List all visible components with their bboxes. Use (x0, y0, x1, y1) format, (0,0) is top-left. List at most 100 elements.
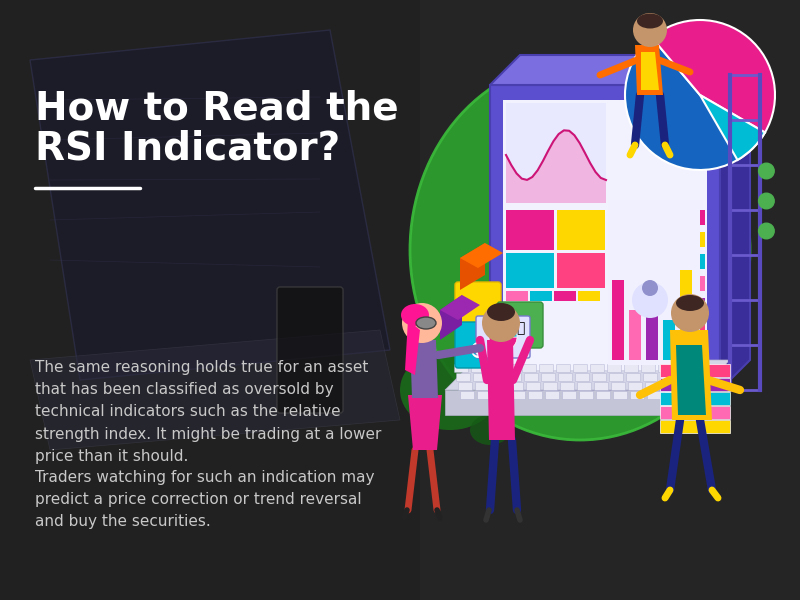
Polygon shape (405, 320, 420, 375)
FancyBboxPatch shape (506, 364, 519, 373)
Circle shape (758, 223, 774, 239)
Wedge shape (490, 323, 517, 337)
Polygon shape (670, 330, 712, 420)
FancyBboxPatch shape (700, 232, 705, 247)
FancyBboxPatch shape (490, 373, 505, 382)
FancyBboxPatch shape (590, 364, 605, 373)
Polygon shape (445, 360, 730, 390)
FancyBboxPatch shape (458, 383, 473, 391)
FancyBboxPatch shape (506, 210, 554, 250)
Polygon shape (635, 45, 663, 95)
FancyBboxPatch shape (557, 253, 605, 288)
Text: The same reasoning holds true for an asset
that has been classified as oversold : The same reasoning holds true for an ass… (35, 360, 382, 464)
FancyBboxPatch shape (478, 391, 491, 400)
FancyBboxPatch shape (660, 392, 730, 405)
FancyBboxPatch shape (610, 373, 623, 382)
FancyBboxPatch shape (660, 364, 730, 377)
FancyBboxPatch shape (530, 291, 552, 301)
FancyBboxPatch shape (658, 364, 673, 373)
FancyBboxPatch shape (454, 364, 469, 373)
FancyBboxPatch shape (679, 383, 694, 391)
Wedge shape (652, 20, 775, 133)
FancyBboxPatch shape (497, 302, 543, 348)
FancyBboxPatch shape (475, 383, 490, 391)
FancyBboxPatch shape (682, 391, 695, 400)
FancyBboxPatch shape (277, 287, 343, 413)
Ellipse shape (401, 304, 429, 326)
Circle shape (758, 193, 774, 209)
FancyBboxPatch shape (660, 420, 730, 433)
FancyBboxPatch shape (608, 200, 703, 365)
FancyBboxPatch shape (457, 373, 470, 382)
FancyBboxPatch shape (646, 295, 658, 360)
Polygon shape (30, 30, 390, 380)
Wedge shape (489, 332, 517, 351)
FancyBboxPatch shape (506, 291, 528, 301)
FancyBboxPatch shape (665, 391, 678, 400)
FancyBboxPatch shape (643, 373, 658, 382)
FancyBboxPatch shape (578, 383, 591, 391)
FancyBboxPatch shape (680, 270, 692, 360)
FancyBboxPatch shape (529, 391, 542, 400)
Polygon shape (460, 243, 503, 268)
Ellipse shape (487, 303, 515, 321)
Ellipse shape (637, 13, 663, 28)
Polygon shape (460, 243, 485, 290)
FancyBboxPatch shape (597, 391, 610, 400)
FancyBboxPatch shape (660, 378, 730, 391)
Polygon shape (440, 295, 462, 340)
FancyBboxPatch shape (489, 364, 502, 373)
FancyBboxPatch shape (561, 383, 574, 391)
FancyBboxPatch shape (471, 364, 486, 373)
Circle shape (402, 303, 442, 343)
Polygon shape (641, 52, 659, 90)
Text: How to Read the: How to Read the (35, 90, 398, 128)
FancyBboxPatch shape (629, 310, 641, 360)
Circle shape (482, 304, 520, 342)
FancyBboxPatch shape (493, 383, 506, 391)
FancyBboxPatch shape (562, 391, 577, 400)
Polygon shape (408, 395, 442, 450)
Text: 📍: 📍 (516, 321, 524, 335)
FancyBboxPatch shape (630, 391, 645, 400)
Ellipse shape (676, 295, 704, 311)
Circle shape (671, 294, 709, 332)
FancyBboxPatch shape (510, 383, 523, 391)
FancyBboxPatch shape (461, 391, 474, 400)
FancyBboxPatch shape (612, 280, 624, 360)
FancyBboxPatch shape (525, 373, 538, 382)
Ellipse shape (416, 317, 436, 329)
Polygon shape (503, 100, 707, 370)
FancyBboxPatch shape (575, 373, 590, 382)
FancyBboxPatch shape (663, 320, 675, 360)
Circle shape (642, 280, 658, 296)
FancyBboxPatch shape (474, 373, 487, 382)
FancyBboxPatch shape (522, 364, 537, 373)
Polygon shape (445, 390, 700, 415)
FancyBboxPatch shape (546, 391, 559, 400)
FancyBboxPatch shape (476, 316, 530, 358)
Ellipse shape (470, 415, 510, 445)
FancyBboxPatch shape (594, 383, 609, 391)
FancyBboxPatch shape (526, 383, 541, 391)
Text: Traders watching for such an indication may
predict a price correction or trend : Traders watching for such an indication … (35, 470, 374, 529)
FancyBboxPatch shape (507, 373, 522, 382)
Polygon shape (676, 345, 706, 415)
FancyBboxPatch shape (661, 373, 674, 382)
FancyBboxPatch shape (607, 364, 622, 373)
Circle shape (633, 13, 667, 47)
Polygon shape (487, 340, 515, 440)
FancyBboxPatch shape (558, 373, 573, 382)
Polygon shape (720, 55, 750, 390)
FancyBboxPatch shape (539, 364, 554, 373)
FancyBboxPatch shape (660, 406, 730, 419)
Text: @: @ (470, 341, 486, 359)
FancyBboxPatch shape (506, 103, 606, 203)
Polygon shape (440, 295, 480, 320)
Text: RSI Indicator?: RSI Indicator? (35, 130, 340, 168)
Ellipse shape (410, 60, 750, 440)
FancyBboxPatch shape (675, 364, 690, 373)
FancyBboxPatch shape (455, 322, 501, 368)
FancyBboxPatch shape (662, 383, 677, 391)
FancyBboxPatch shape (511, 391, 526, 400)
